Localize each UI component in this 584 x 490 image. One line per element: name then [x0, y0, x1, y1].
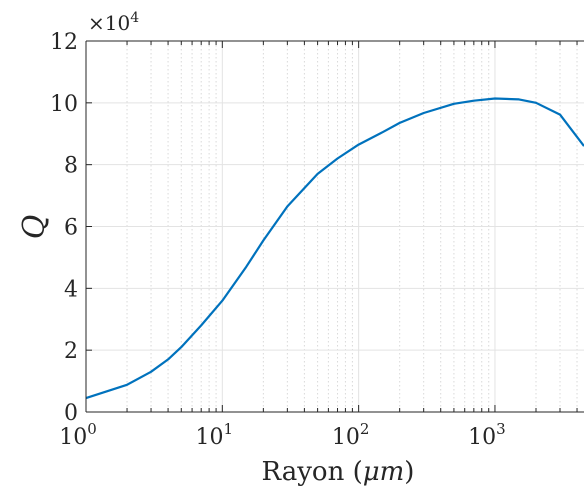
x-axis-label-unit: μm: [363, 457, 405, 487]
x-tick-base: 10: [196, 425, 224, 450]
y-multiplier-base: ×10: [88, 11, 130, 35]
x-tick-base: 10: [59, 425, 87, 450]
y-axis-label: Q: [17, 215, 52, 240]
y-tick-label: 12: [50, 30, 78, 55]
y-tick-label: 0: [64, 401, 78, 426]
y-tick-label: 2: [64, 339, 78, 364]
x-tick-base: 10: [332, 425, 360, 450]
x-tick-label: 100: [59, 420, 97, 450]
series-line: [85, 97, 584, 400]
y-tick-label: 8: [64, 154, 78, 179]
y-multiplier: ×104: [88, 10, 139, 35]
x-tick-base: 10: [468, 425, 496, 450]
x-axis-label-prefix: Rayon (: [262, 457, 363, 487]
x-tick-label: 102: [332, 420, 370, 450]
y-tick-label: 6: [64, 216, 78, 241]
x-axis-label: Rayon (μm): [262, 457, 415, 487]
y-tick-label: 4: [64, 277, 78, 302]
x-tick-exp: 1: [224, 420, 234, 438]
x-tick-exp: 3: [496, 420, 506, 438]
x-axis-label-suffix: ): [404, 457, 414, 487]
grid: [85, 40, 584, 413]
x-tick-exp: 2: [360, 420, 370, 438]
x-tick-label: 101: [196, 420, 234, 450]
x-tick-label: 103: [468, 420, 506, 450]
y-tick-label: 10: [50, 92, 78, 117]
axes: [85, 40, 584, 413]
plot-area: [85, 97, 584, 400]
x-tick-exp: 0: [87, 420, 97, 438]
y-multiplier-exp: 4: [130, 10, 139, 26]
